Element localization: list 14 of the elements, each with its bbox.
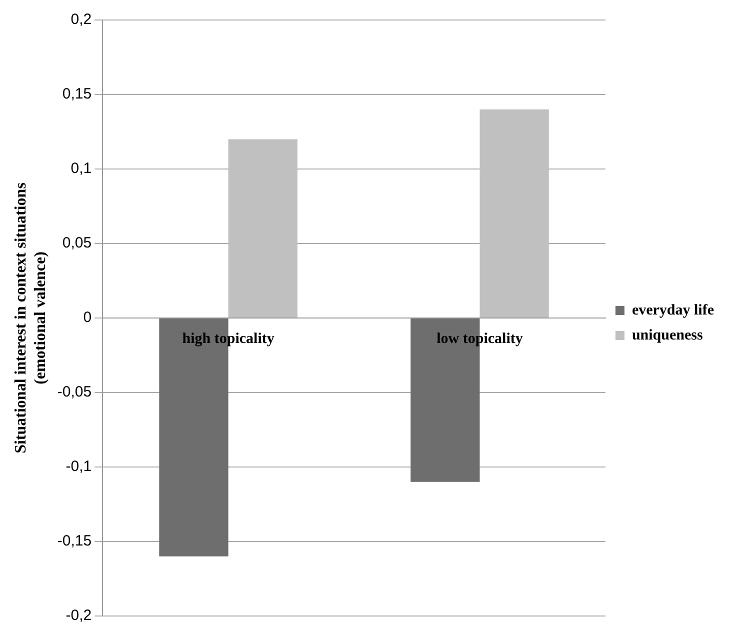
y-tick-label: -0,15 — [57, 532, 92, 550]
y-axis-title: Situational interest in context situations (emotional valence) — [12, 182, 49, 454]
y-tick-label: -0,1 — [66, 458, 92, 476]
y-tick-label: 0,05 — [62, 234, 92, 252]
y-tick-label: -0,05 — [57, 384, 92, 401]
legend-label: uniqueness — [632, 327, 703, 344]
y-tick-label: 0,2 — [70, 11, 92, 28]
y-tick-label: -0,2 — [66, 607, 92, 624]
bar — [480, 109, 549, 318]
y-tick-label: 0 — [83, 309, 92, 326]
legend-label: everyday life — [632, 302, 714, 318]
bar — [228, 139, 298, 318]
y-tick-label: 0,1 — [70, 160, 92, 178]
y-tick-label: 0,15 — [62, 86, 92, 103]
